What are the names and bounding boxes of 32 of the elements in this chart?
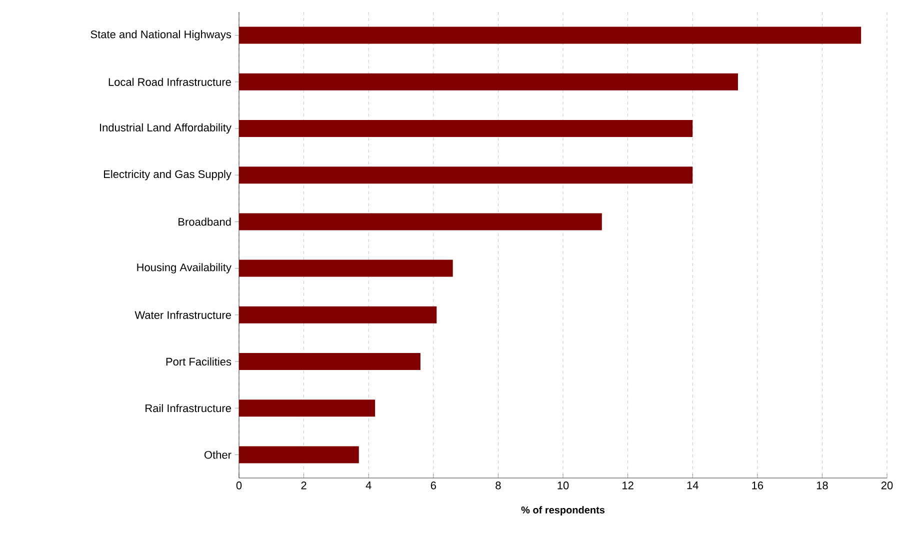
x-tick-label: 18 — [816, 482, 828, 490]
y-tick-label: State and National Highways — [90, 30, 232, 40]
bar — [239, 446, 359, 464]
x-tick-label: 14 — [687, 482, 698, 490]
bar — [239, 260, 453, 277]
bar — [239, 166, 693, 184]
bar — [239, 213, 602, 230]
bar — [239, 306, 437, 324]
bar — [239, 73, 738, 90]
x-tick-label: 16 — [752, 482, 764, 490]
y-tick-label: Electricity and Gas Supply — [104, 170, 232, 180]
y-tick-label: Broadband — [178, 218, 231, 226]
x-tick-label: 8 — [496, 482, 501, 490]
y-tick-label: Industrial Land Affordability — [100, 123, 232, 134]
bar — [239, 400, 376, 417]
y-tick-label: Other — [204, 450, 232, 459]
x-axis-title: % of respondents — [521, 506, 605, 516]
y-tick-label: Water Infrastructure — [134, 310, 231, 319]
bar — [239, 353, 420, 370]
x-tick-label: 20 — [881, 482, 893, 490]
y-tick-label: Housing Availability — [137, 263, 232, 274]
y-tick-label: Rail Infrastructure — [146, 404, 231, 412]
x-tick-label: 4 — [366, 482, 372, 490]
y-tick-label: Local Road Infrastructure — [108, 78, 231, 86]
x-tick-label: 2 — [301, 482, 306, 490]
x-tick-label: 0 — [236, 482, 242, 490]
bar — [239, 120, 693, 138]
x-tick-label: 12 — [622, 482, 634, 490]
x-tick-label: 10 — [558, 482, 569, 490]
x-tick-label: 6 — [430, 482, 436, 490]
bar — [239, 26, 862, 44]
y-tick-label: Port Facilities — [166, 357, 232, 366]
